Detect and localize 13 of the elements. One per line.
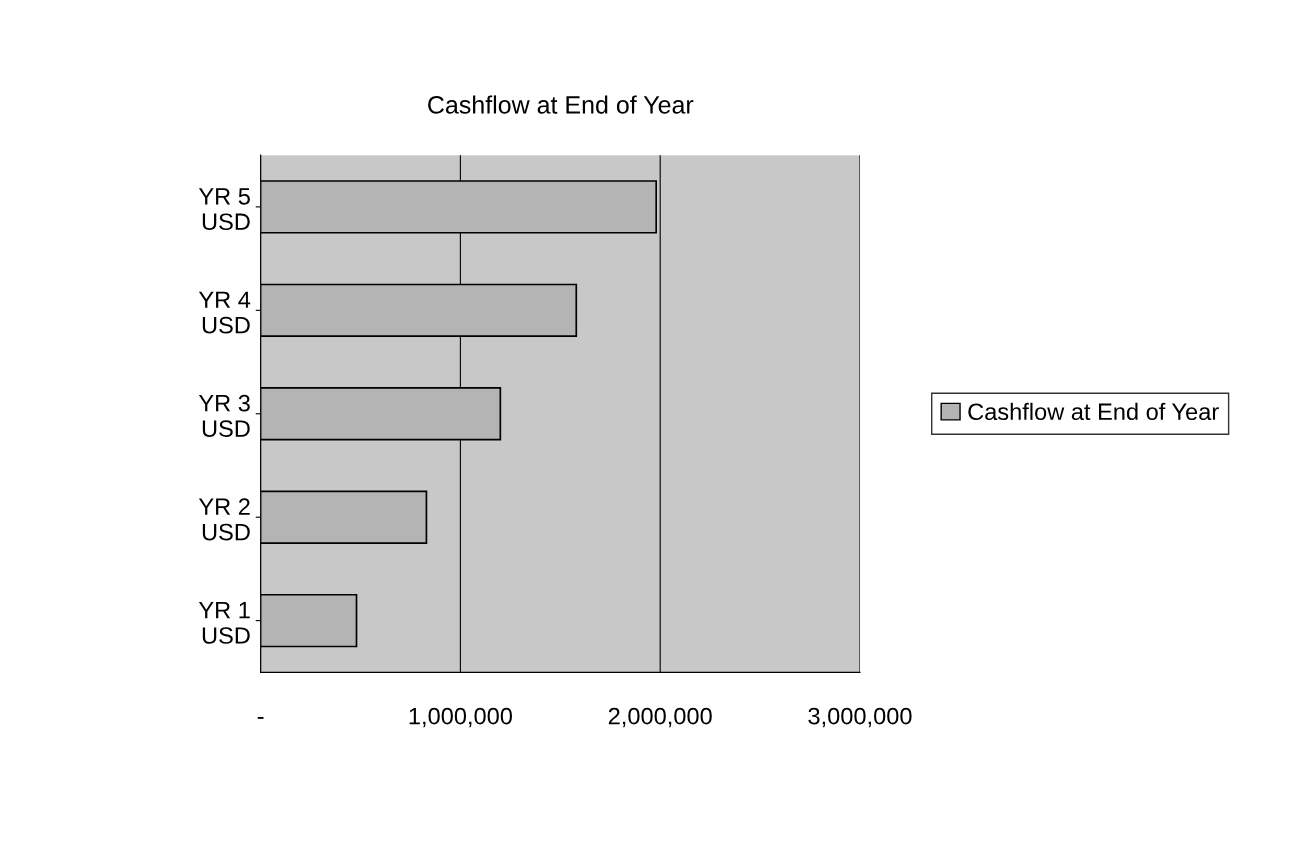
bar: [260, 490, 428, 544]
x-tick-label: 1,000,000: [409, 707, 512, 728]
y-tick-label: YR 2 USD: [198, 498, 250, 541]
bar: [260, 593, 358, 648]
y-tick-label: YR 4 USD: [198, 291, 251, 334]
x-tick-label: 3,000,000: [808, 707, 912, 728]
y-tick-label: YR 1 USD: [198, 601, 250, 644]
y-tick-label: YR 3 USD: [198, 394, 250, 437]
y-tick-label: YR 5 USD: [198, 188, 250, 231]
chart-title: Cashflow at End of Year: [428, 95, 694, 114]
x-tick-label: 2,000,000: [608, 707, 712, 728]
legend-label: Cashflow at End of Year: [968, 402, 1219, 421]
x-tick-label: -: [257, 717, 264, 719]
